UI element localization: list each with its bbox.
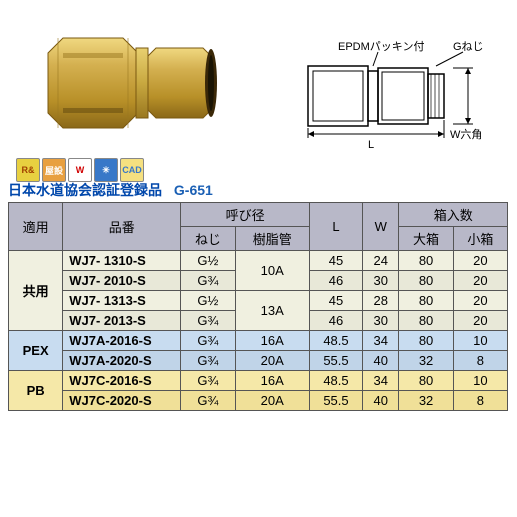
table-row: WJ7C-2020-SG¾20A55.540328 bbox=[9, 391, 508, 411]
thread-cell: G¾ bbox=[181, 351, 235, 371]
box-large-cell: 80 bbox=[399, 371, 453, 391]
box-small-cell: 20 bbox=[453, 311, 507, 331]
box-large-cell: 80 bbox=[399, 311, 453, 331]
cert-icon-2: W bbox=[68, 158, 92, 182]
product-photo bbox=[28, 18, 248, 148]
th-thread: ねじ bbox=[181, 227, 235, 251]
cert-icon-0: R& bbox=[16, 158, 40, 182]
application-cell: PEX bbox=[9, 331, 63, 371]
W-cell: 30 bbox=[363, 311, 399, 331]
part-number-cell: WJ7- 2010-S bbox=[63, 271, 181, 291]
spec-table: 適用 品番 呼び径 L W 箱入数 ねじ 樹脂管 大箱 小箱 共用WJ7- 13… bbox=[8, 202, 508, 411]
th-box-large: 大箱 bbox=[399, 227, 453, 251]
W-hex-label: W六角 bbox=[450, 128, 482, 141]
part-number-cell: WJ7C-2016-S bbox=[63, 371, 181, 391]
part-number-cell: WJ7- 1310-S bbox=[63, 251, 181, 271]
th-box: 箱入数 bbox=[399, 203, 508, 227]
box-small-cell: 20 bbox=[453, 291, 507, 311]
g-thread-label: Gねじ bbox=[453, 40, 484, 53]
box-large-cell: 80 bbox=[399, 331, 453, 351]
box-small-cell: 20 bbox=[453, 251, 507, 271]
L-cell: 55.5 bbox=[309, 351, 362, 371]
table-body: 共用WJ7- 1310-SG½10A45248020WJ7- 2010-SG¾4… bbox=[9, 251, 508, 411]
thread-cell: G¾ bbox=[181, 371, 235, 391]
thread-cell: G½ bbox=[181, 251, 235, 271]
table-row: PEXWJ7A-2016-SG¾16A48.5348010 bbox=[9, 331, 508, 351]
W-cell: 40 bbox=[363, 391, 399, 411]
W-cell: 34 bbox=[363, 371, 399, 391]
pipe-cell: 16A bbox=[235, 371, 309, 391]
application-cell: 共用 bbox=[9, 251, 63, 331]
pipe-cell: 20A bbox=[235, 351, 309, 371]
table-row: 共用WJ7- 1310-SG½10A45248020 bbox=[9, 251, 508, 271]
thread-cell: G¾ bbox=[181, 391, 235, 411]
box-large-cell: 32 bbox=[399, 391, 453, 411]
cert-icons-row: R&屋設W✳CAD bbox=[16, 158, 144, 182]
thread-cell: G¾ bbox=[181, 271, 235, 291]
application-cell: PB bbox=[9, 371, 63, 411]
pipe-cell: 10A bbox=[235, 251, 309, 291]
L-cell: 48.5 bbox=[309, 371, 362, 391]
th-L: L bbox=[309, 203, 362, 251]
pipe-cell: 13A bbox=[235, 291, 309, 331]
L-cell: 45 bbox=[309, 291, 362, 311]
table-header: 適用 品番 呼び径 L W 箱入数 ねじ 樹脂管 大箱 小箱 bbox=[9, 203, 508, 251]
th-partno: 品番 bbox=[63, 203, 181, 251]
registration-text: 日本水道協会認証登録品 bbox=[8, 182, 162, 198]
W-cell: 40 bbox=[363, 351, 399, 371]
box-small-cell: 8 bbox=[453, 351, 507, 371]
part-number-cell: WJ7- 2013-S bbox=[63, 311, 181, 331]
registration-code: G-651 bbox=[174, 182, 213, 198]
box-small-cell: 10 bbox=[453, 331, 507, 351]
box-large-cell: 80 bbox=[399, 271, 453, 291]
L-cell: 55.5 bbox=[309, 391, 362, 411]
cert-icon-1: 屋設 bbox=[42, 158, 66, 182]
box-large-cell: 32 bbox=[399, 351, 453, 371]
cert-icon-4: CAD bbox=[120, 158, 144, 182]
thread-cell: G¾ bbox=[181, 331, 235, 351]
L-cell: 46 bbox=[309, 311, 362, 331]
L-dim-label: L bbox=[368, 139, 374, 151]
W-cell: 24 bbox=[363, 251, 399, 271]
L-cell: 45 bbox=[309, 251, 362, 271]
box-small-cell: 8 bbox=[453, 391, 507, 411]
W-cell: 30 bbox=[363, 271, 399, 291]
pipe-cell: 16A bbox=[235, 331, 309, 351]
th-pipe: 樹脂管 bbox=[235, 227, 309, 251]
epdm-label: EPDMパッキン付 bbox=[338, 40, 424, 53]
th-diameter: 呼び径 bbox=[181, 203, 310, 227]
part-number-cell: WJ7A-2020-S bbox=[63, 351, 181, 371]
th-application: 適用 bbox=[9, 203, 63, 251]
box-small-cell: 10 bbox=[453, 371, 507, 391]
table-row: PBWJ7C-2016-SG¾16A48.5348010 bbox=[9, 371, 508, 391]
W-cell: 34 bbox=[363, 331, 399, 351]
table-row: WJ7- 1313-SG½13A45288020 bbox=[9, 291, 508, 311]
box-small-cell: 20 bbox=[453, 271, 507, 291]
pipe-cell: 20A bbox=[235, 391, 309, 411]
L-cell: 48.5 bbox=[309, 331, 362, 351]
thread-cell: G½ bbox=[181, 291, 235, 311]
cert-icon-3: ✳ bbox=[94, 158, 118, 182]
L-cell: 46 bbox=[309, 271, 362, 291]
schematic-drawing: EPDMパッキン付 Gねじ L W六角 bbox=[268, 38, 498, 168]
part-number-cell: WJ7C-2020-S bbox=[63, 391, 181, 411]
box-large-cell: 80 bbox=[399, 291, 453, 311]
box-large-cell: 80 bbox=[399, 251, 453, 271]
thread-cell: G¾ bbox=[181, 311, 235, 331]
registration-line: 日本水道協会認証登録品 G-651 bbox=[8, 180, 213, 200]
part-number-cell: WJ7A-2016-S bbox=[63, 331, 181, 351]
part-number-cell: WJ7- 1313-S bbox=[63, 291, 181, 311]
th-box-small: 小箱 bbox=[453, 227, 507, 251]
image-area: EPDMパッキン付 Gねじ L W六角 R&屋設 bbox=[8, 8, 508, 208]
th-W: W bbox=[363, 203, 399, 251]
table-row: WJ7A-2020-SG¾20A55.540328 bbox=[9, 351, 508, 371]
W-cell: 28 bbox=[363, 291, 399, 311]
